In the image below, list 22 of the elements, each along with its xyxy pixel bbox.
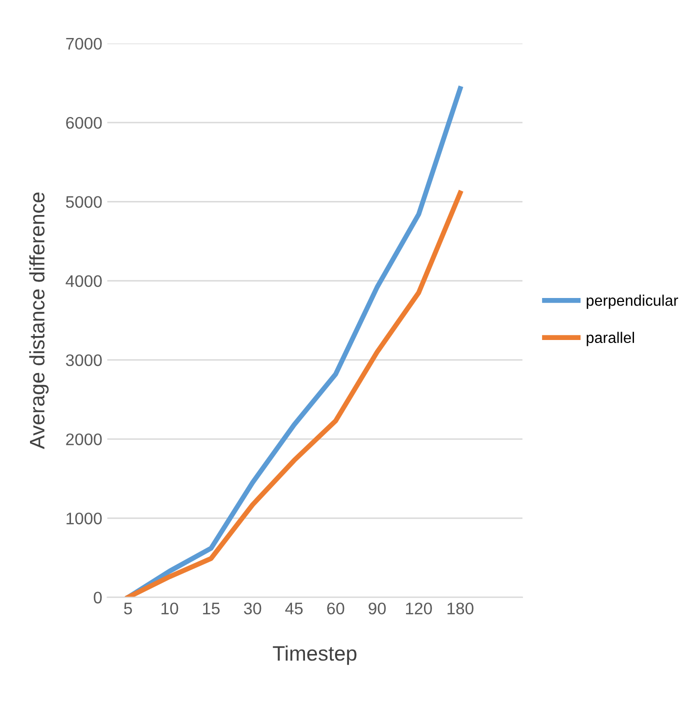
x-axis-title: Timestep [272, 645, 356, 665]
y-tick-label: 5000 [66, 196, 102, 208]
x-tick-label: 15 [203, 602, 220, 614]
x-tick-label: 30 [244, 602, 262, 614]
x-tick-label: 90 [368, 602, 386, 614]
x-tick-label: 45 [285, 602, 303, 614]
y-tick-label: 2000 [66, 433, 102, 446]
x-tick-label: 5 [124, 602, 132, 614]
y-tick-label: 0 [94, 592, 102, 604]
legend-label: perpendicular [586, 294, 678, 309]
line-series [126, 190, 463, 598]
x-tick-label: 180 [448, 602, 474, 614]
y-tick-label: 3000 [66, 354, 102, 366]
x-tick-label: 60 [327, 602, 344, 614]
y-tick-label: 6000 [66, 116, 102, 129]
x-tick-label: 120 [406, 602, 432, 614]
y-tick-label: 7000 [66, 38, 102, 50]
legend-label: parallel [586, 332, 634, 346]
y-axis-title: Average distance difference [29, 192, 49, 450]
y-tick-label: 1000 [66, 512, 102, 524]
y-tick-label: 4000 [66, 275, 102, 288]
x-tick-label: 10 [162, 602, 178, 614]
